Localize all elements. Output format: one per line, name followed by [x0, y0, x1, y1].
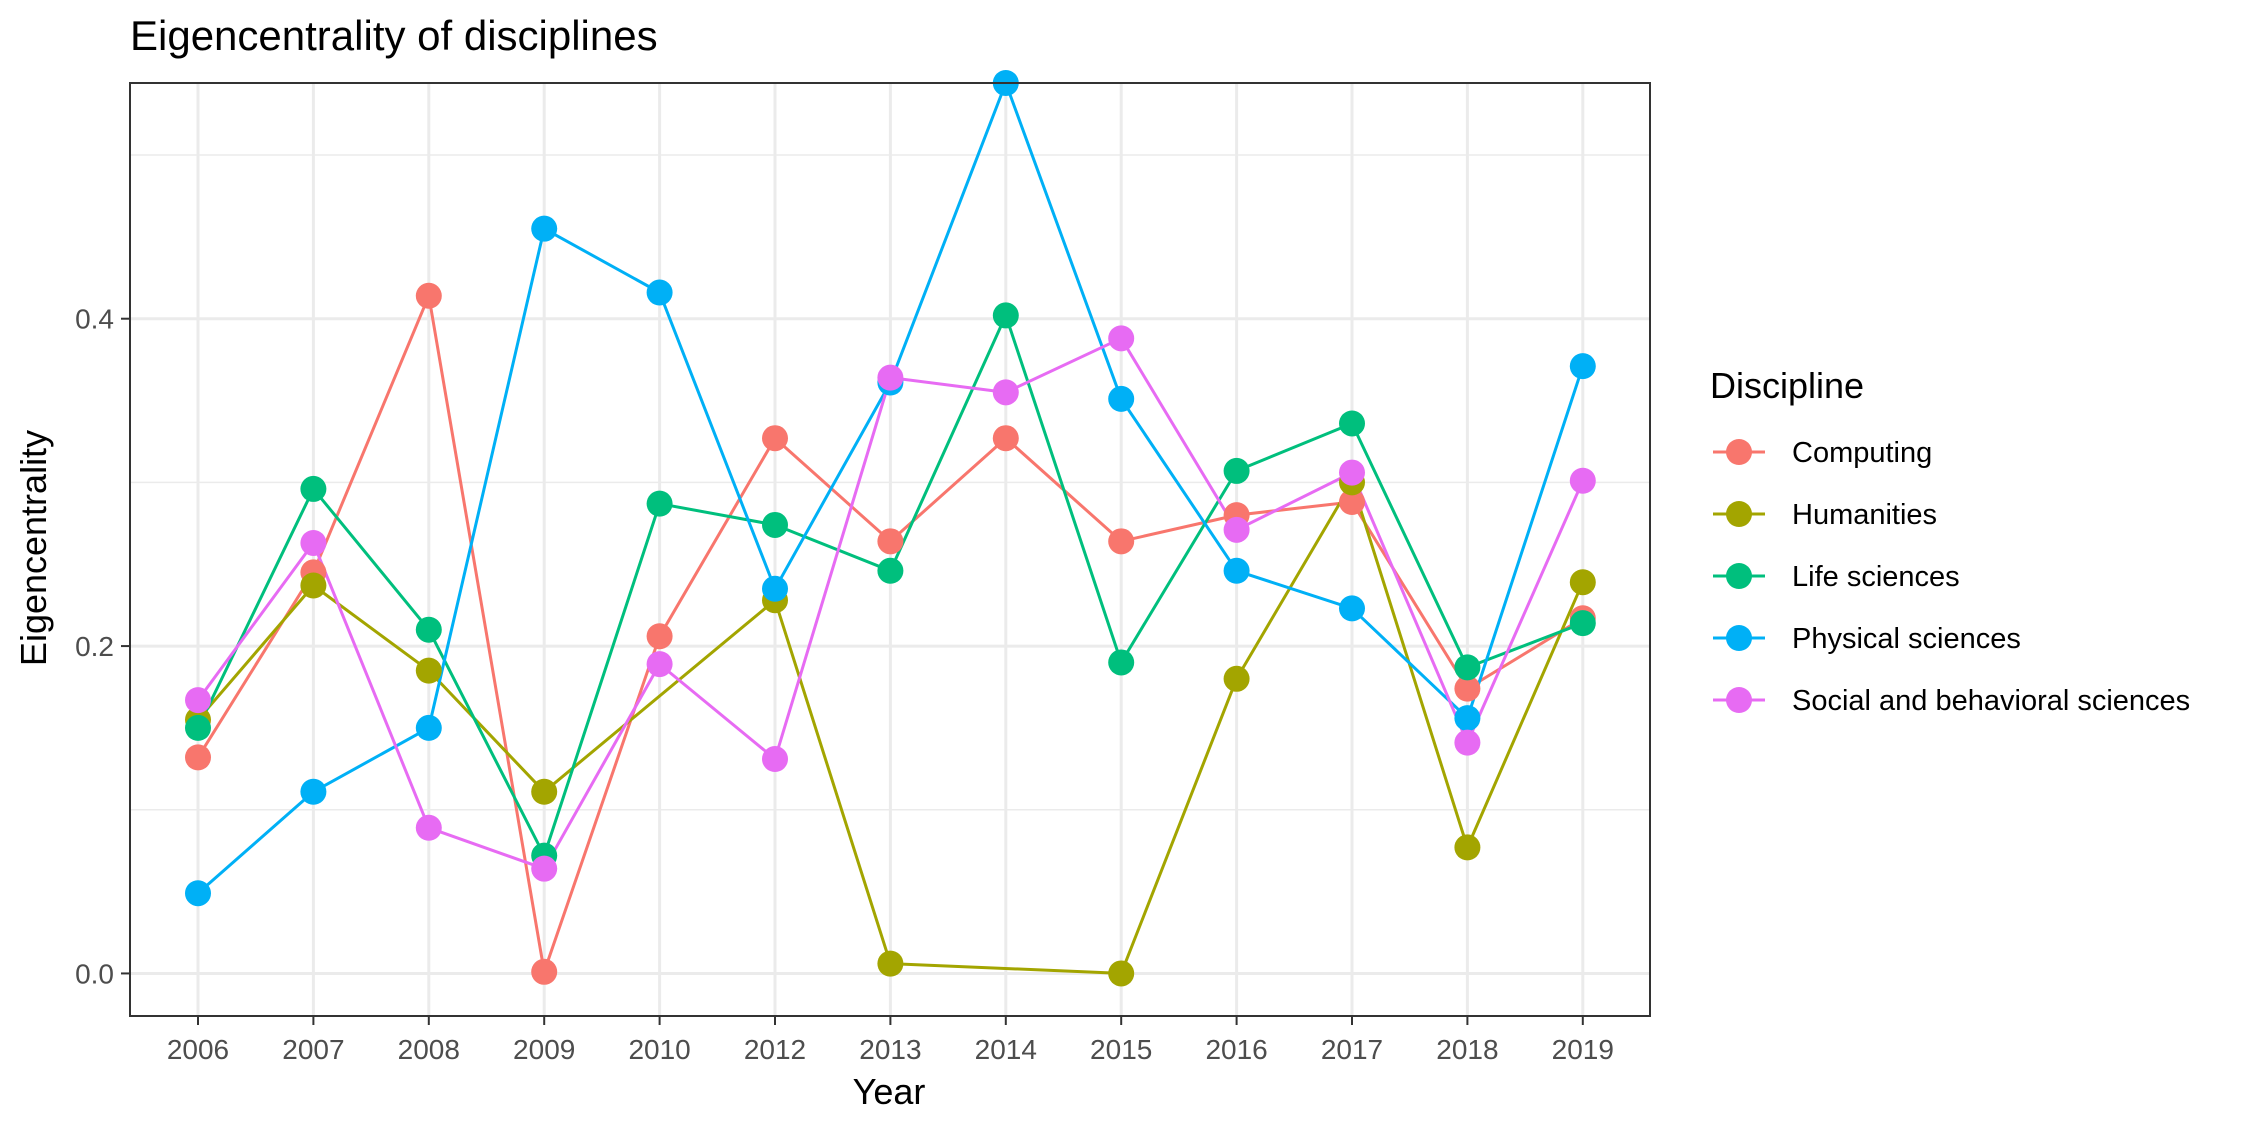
data-point: [1569, 569, 1596, 596]
legend-key-point: [1726, 501, 1752, 527]
data-point: [1108, 325, 1135, 352]
data-point: [877, 528, 904, 555]
data-point: [415, 814, 442, 841]
y-tick-label: 0.2: [75, 631, 114, 662]
y-tick-label: 0.4: [75, 304, 114, 335]
chart-title: Eigencentrality of disciplines: [130, 12, 658, 59]
data-point: [877, 557, 904, 584]
legend-item: Social and behavioral sciences: [1713, 685, 2190, 717]
data-point: [992, 302, 1019, 329]
data-point: [1569, 467, 1596, 494]
data-point: [762, 511, 788, 538]
y-tick-label: 0.0: [75, 958, 114, 989]
data-point: [1454, 705, 1481, 732]
data-point: [1454, 675, 1481, 702]
x-axis-title: Year: [853, 1071, 926, 1112]
x-tick-label: 2013: [859, 1034, 921, 1065]
data-point: [646, 623, 673, 650]
x-tick-label: 2018: [1436, 1034, 1498, 1065]
legend-label: Physical sciences: [1792, 623, 2021, 655]
data-point: [415, 714, 442, 741]
data-point: [1339, 489, 1365, 516]
data-point: [415, 657, 442, 684]
data-point: [1223, 557, 1250, 584]
data-point: [531, 778, 558, 805]
legend: Discipline Computing Humanities Life scien…: [1710, 365, 2190, 717]
legend-label: Life sciences: [1792, 561, 1960, 593]
data-point: [300, 529, 327, 556]
x-tick-label: 2006: [167, 1034, 229, 1065]
data-point: [1454, 729, 1481, 756]
data-point: [762, 746, 788, 773]
legend-label: Computing: [1792, 437, 1932, 469]
data-point: [185, 880, 211, 907]
data-point: [1108, 649, 1135, 676]
x-tick-label: 2016: [1205, 1034, 1267, 1065]
data-point: [1339, 595, 1365, 622]
data-point: [1569, 353, 1596, 380]
data-point: [185, 687, 211, 714]
legend-key-point: [1726, 625, 1752, 651]
data-point: [877, 364, 904, 391]
legend-label: Humanities: [1792, 499, 1937, 531]
data-point: [300, 475, 327, 502]
x-tick-label: 2019: [1552, 1034, 1614, 1065]
legend-label: Social and behavioral sciences: [1792, 685, 2190, 717]
data-point: [1454, 834, 1481, 861]
data-point: [1223, 665, 1250, 692]
legend-item: Life sciences: [1713, 561, 1960, 593]
data-point: [646, 490, 673, 517]
data-point: [762, 425, 788, 452]
y-axis-title: Eigencentrality: [13, 430, 54, 666]
data-point: [646, 279, 673, 306]
data-point: [531, 958, 558, 985]
data-point: [1339, 459, 1365, 486]
data-point: [1108, 960, 1135, 987]
data-point: [1454, 654, 1481, 681]
legend-key-point: [1726, 563, 1752, 589]
data-point: [300, 572, 327, 599]
data-point: [992, 425, 1019, 452]
data-point: [1569, 610, 1596, 637]
data-point: [1223, 457, 1250, 484]
x-tick-label: 2008: [398, 1034, 460, 1065]
data-point: [531, 855, 558, 882]
legend-item: Computing: [1713, 437, 1932, 469]
x-tick-label: 2012: [744, 1034, 806, 1065]
data-point: [1108, 528, 1135, 555]
data-point: [877, 950, 904, 977]
x-tick-label: 2017: [1321, 1034, 1383, 1065]
data-point: [185, 714, 211, 741]
data-point: [415, 616, 442, 643]
data-point: [1339, 410, 1365, 437]
legend-title: Discipline: [1710, 365, 1864, 406]
data-point: [531, 215, 558, 242]
data-point: [185, 744, 211, 771]
legend-item: Physical sciences: [1713, 623, 2021, 655]
legend-key-point: [1726, 439, 1752, 465]
legend-key-point: [1726, 687, 1752, 713]
x-tick-label: 2014: [975, 1034, 1037, 1065]
legend-item: Humanities: [1713, 499, 1937, 531]
data-point: [992, 379, 1019, 406]
data-point: [646, 651, 673, 678]
x-tick-label: 2007: [282, 1034, 344, 1065]
x-tick-label: 2010: [628, 1034, 690, 1065]
data-point: [1108, 385, 1135, 412]
x-tick-label: 2009: [513, 1034, 575, 1065]
x-tick-label: 2015: [1090, 1034, 1152, 1065]
plot-panel: 0.0 0.2 0.4 2006 2007 2008 2009 2010 2012 2013 201…: [75, 70, 1651, 1065]
data-point: [300, 778, 327, 805]
data-point: [762, 575, 788, 602]
data-point: [415, 282, 442, 309]
data-point: [1223, 516, 1250, 543]
